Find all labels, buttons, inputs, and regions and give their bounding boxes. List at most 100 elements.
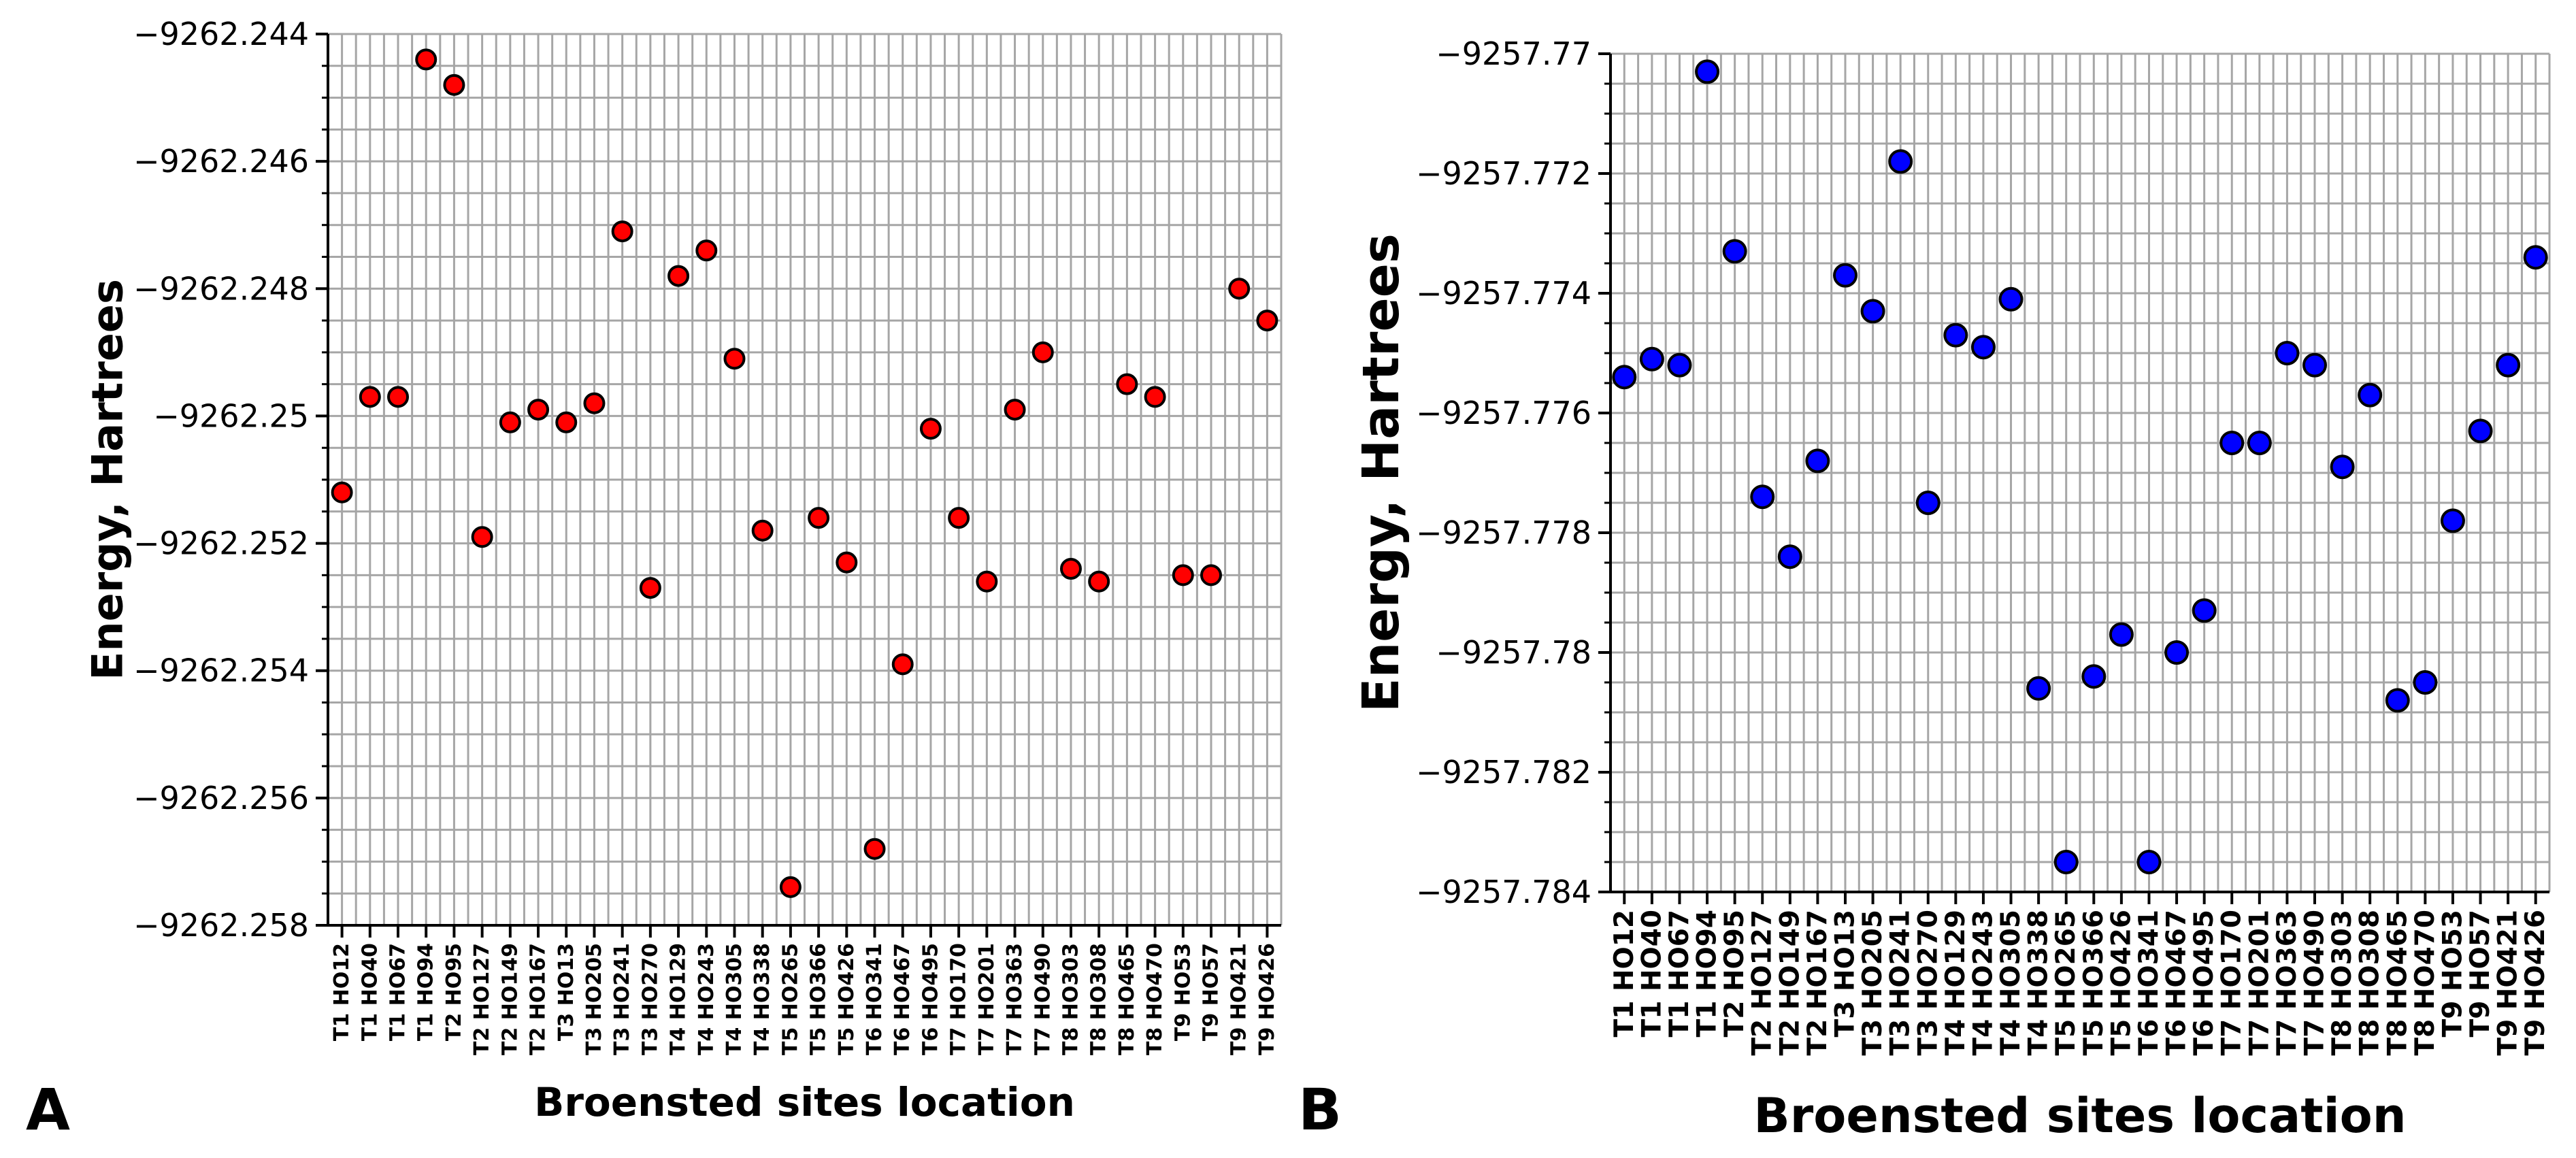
x-tick-label: T8 HO465 bbox=[2382, 910, 2413, 1056]
data-point bbox=[2053, 850, 2079, 874]
data-point bbox=[2081, 664, 2107, 689]
data-point bbox=[919, 418, 942, 440]
data-point bbox=[2440, 508, 2465, 533]
data-point bbox=[2275, 341, 2300, 365]
x-tick-label: T3 HO13 bbox=[1830, 910, 1861, 1037]
panel-label: B bbox=[1298, 1076, 1342, 1143]
x-tick-label: T2 HO95 bbox=[442, 943, 466, 1041]
y-tick-label: −9257.78 bbox=[1436, 634, 1591, 671]
x-tick-label: T3 HO241 bbox=[1885, 910, 1916, 1056]
data-point bbox=[2496, 352, 2521, 378]
data-point bbox=[2302, 352, 2327, 378]
data-point bbox=[1667, 352, 1692, 378]
x-tick-label: T8 HO308 bbox=[2355, 910, 2385, 1056]
x-tick-label: T1 HO94 bbox=[1692, 910, 1723, 1037]
y-tick-label: −9257.774 bbox=[1416, 275, 1591, 312]
x-tick-label: T9 HO53 bbox=[2437, 910, 2468, 1037]
data-point bbox=[863, 838, 886, 860]
data-point bbox=[2026, 676, 2051, 701]
x-tick-label: T5 HO265 bbox=[2051, 910, 2081, 1056]
x-tick-label: T2 HO127 bbox=[1747, 910, 1778, 1056]
data-point bbox=[976, 570, 998, 593]
data-point bbox=[2385, 688, 2410, 713]
x-axis-label: Broensted sites location bbox=[1753, 1088, 2406, 1144]
data-point bbox=[1805, 448, 1830, 474]
data-point bbox=[2192, 598, 2217, 623]
data-point bbox=[1777, 544, 1802, 569]
y-tick-label: −9257.778 bbox=[1416, 514, 1591, 551]
x-tick-label: T5 HO366 bbox=[807, 943, 831, 1055]
x-tick-label: T8 HO303 bbox=[1059, 943, 1083, 1055]
x-tick-label: T1 HO12 bbox=[1609, 910, 1640, 1037]
data-point bbox=[2164, 640, 2190, 665]
y-tick-label: −9262.25 bbox=[153, 397, 309, 434]
data-point bbox=[443, 73, 465, 96]
data-point bbox=[1116, 373, 1138, 395]
x-tick-label: T7 HO490 bbox=[1031, 943, 1055, 1055]
data-point bbox=[2413, 670, 2438, 695]
data-point bbox=[948, 507, 970, 529]
x-tick-label: T9 HO421 bbox=[2493, 910, 2524, 1056]
data-point bbox=[2219, 431, 2245, 455]
data-point bbox=[808, 507, 830, 529]
data-point bbox=[1088, 570, 1110, 593]
data-point bbox=[583, 392, 606, 414]
data-point bbox=[611, 220, 633, 243]
data-point bbox=[2330, 454, 2355, 480]
y-tick-label: −9262.244 bbox=[133, 16, 309, 52]
data-point bbox=[1998, 286, 2024, 312]
y-tick-label: −9257.772 bbox=[1416, 155, 1591, 192]
data-point bbox=[2523, 245, 2548, 270]
data-point bbox=[2109, 622, 2134, 647]
data-point bbox=[1256, 310, 1278, 332]
data-point bbox=[2247, 431, 2272, 455]
data-point bbox=[1750, 484, 1775, 510]
data-point bbox=[891, 653, 914, 676]
x-tick-label: T6 HO341 bbox=[2134, 910, 2164, 1056]
x-tick-label: T9 HO57 bbox=[2465, 910, 2496, 1037]
data-point bbox=[415, 48, 437, 71]
x-tick-label: T1 HO67 bbox=[1664, 910, 1695, 1037]
y-tick-label: −9257.77 bbox=[1436, 35, 1591, 72]
x-tick-label: T1 HO94 bbox=[414, 943, 438, 1041]
chart-panel-a: −9262.244 −9262.246 −9262.248 −9262.25 −9262… bbox=[26, 16, 1283, 1143]
y-tick-label: −9262.256 bbox=[133, 780, 309, 816]
x-tick-label: T6 HO467 bbox=[891, 943, 914, 1055]
x-tick-label: T7 HO170 bbox=[947, 943, 971, 1055]
panel-label: A bbox=[26, 1076, 70, 1143]
data-points bbox=[1612, 59, 2548, 874]
x-tick-label: T7 HO363 bbox=[2272, 910, 2302, 1056]
data-point bbox=[1970, 335, 1996, 360]
data-point bbox=[499, 411, 521, 433]
y-tick-label: −9262.254 bbox=[133, 652, 309, 689]
x-tick-label: T8 HO308 bbox=[1087, 943, 1111, 1055]
data-point bbox=[1915, 491, 1941, 515]
x-tick-label: T6 HO495 bbox=[2189, 910, 2219, 1056]
data-point bbox=[639, 577, 661, 599]
x-tick-label: T9 HO57 bbox=[1199, 943, 1223, 1041]
y-tick-label: −9257.782 bbox=[1416, 754, 1591, 791]
data-point bbox=[1888, 149, 1913, 174]
x-tick-label: T3 HO270 bbox=[1913, 910, 1943, 1056]
x-tick-label: T4 HO305 bbox=[1996, 910, 2026, 1056]
x-tick-label: T7 HO170 bbox=[2217, 910, 2247, 1056]
x-tick-label: T4 HO243 bbox=[695, 943, 719, 1055]
y-tick-label: −9257.784 bbox=[1416, 874, 1591, 910]
x-tick-label: T3 HO13 bbox=[555, 943, 578, 1041]
x-tick-label: T2 HO167 bbox=[1802, 910, 1833, 1056]
data-point bbox=[1639, 346, 1664, 371]
data-point bbox=[723, 348, 746, 370]
data-point bbox=[1228, 278, 1251, 300]
x-tick-label: T2 HO167 bbox=[527, 943, 550, 1055]
data-point bbox=[359, 386, 381, 408]
x-tick-label: T6 HO341 bbox=[863, 943, 887, 1055]
data-point bbox=[527, 399, 550, 421]
x-tick-label: T2 HO149 bbox=[498, 943, 522, 1055]
data-point bbox=[779, 876, 802, 898]
x-tick-label: T9 HO426 bbox=[2520, 910, 2551, 1056]
x-tick-label: T8 HO303 bbox=[2327, 910, 2358, 1056]
data-point bbox=[331, 481, 353, 503]
x-tick-label: T4 HO129 bbox=[1941, 910, 1971, 1056]
data-point bbox=[1612, 365, 1637, 390]
data-point bbox=[1059, 558, 1082, 580]
